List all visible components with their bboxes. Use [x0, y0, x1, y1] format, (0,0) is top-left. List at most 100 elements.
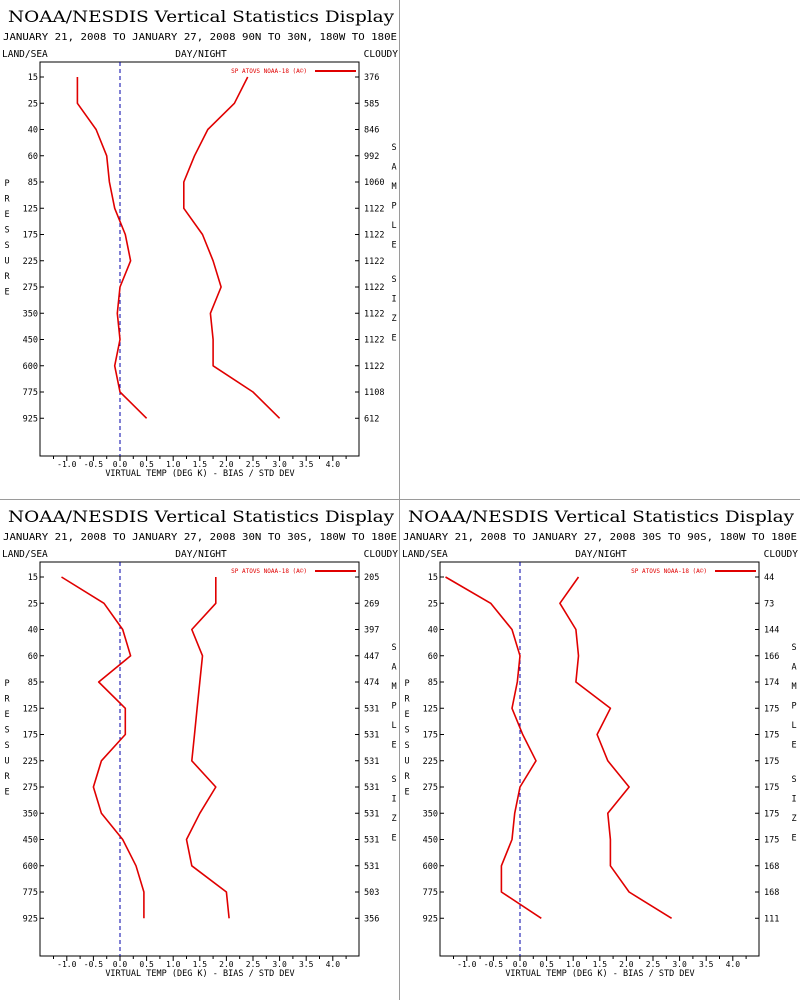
sample-axis-letter: M [391, 682, 396, 692]
legend-label: SP ATOVS NOAA-18 (A©) [631, 568, 707, 575]
sample-size-label: 356 [364, 914, 379, 924]
sample-size-label: 531 [364, 862, 379, 872]
panel-south: NOAA/NESDIS Vertical Statistics Display J… [400, 500, 800, 1000]
x-tick-label: 3.5 [299, 960, 314, 969]
pressure-axis-letter: E [4, 788, 9, 798]
cloudy-label: CLOUDY [364, 549, 399, 560]
pressure-tick-label: 175 [23, 231, 38, 241]
land-sea-label: LAND/SEA [2, 49, 48, 60]
pressure-tick-label: 40 [428, 626, 438, 636]
pressure-tick-label: 225 [23, 757, 38, 767]
pressure-tick-label: 925 [423, 914, 438, 924]
x-axis-label: VIRTUAL TEMP (DEG K) - BIAS / STD DEV [505, 969, 694, 979]
sample-axis-letter: I [791, 795, 796, 805]
sample-size-label: 175 [764, 809, 779, 819]
pressure-tick-label: 15 [28, 573, 38, 583]
sample-size-label: 175 [764, 704, 779, 714]
pressure-axis-letter: S [404, 726, 409, 736]
x-tick-label: 4.0 [326, 960, 341, 969]
sample-size-label: 175 [764, 836, 779, 846]
pressure-axis-letter: E [4, 210, 9, 220]
sample-axis-letter: E [391, 834, 396, 844]
sample-axis-letter: I [391, 795, 396, 805]
sample-size-label: 474 [364, 678, 379, 688]
sample-size-label: 175 [764, 757, 779, 767]
vertical-stats-chart: NOAA/NESDIS Vertical Statistics Display J… [2, 8, 398, 479]
x-tick-label: 0.0 [113, 460, 128, 469]
sample-size-label: 531 [364, 704, 379, 714]
sample-size-label: 397 [364, 626, 379, 636]
bias-series-line [445, 576, 542, 919]
sample-size-label: 1108 [364, 388, 384, 398]
pressure-axis-letter: U [4, 257, 9, 267]
sample-size-label: 1122 [364, 283, 384, 293]
x-tick-label: 1.0 [566, 960, 581, 969]
x-tick-label: 0.5 [539, 960, 554, 969]
pressure-axis-letter: P [404, 679, 409, 689]
sample-size-label: 531 [364, 809, 379, 819]
sample-size-label: 144 [764, 626, 779, 636]
sample-size-label: 1122 [364, 231, 384, 241]
x-tick-label: 0.5 [139, 460, 154, 469]
x-tick-label: 3.0 [672, 960, 687, 969]
x-tick-label: -0.5 [484, 960, 503, 969]
sample-size-label: 269 [364, 599, 379, 609]
sample-axis-letter: P [391, 702, 396, 712]
x-tick-label: 0.5 [139, 960, 154, 969]
pressure-axis-letter: S [4, 741, 9, 751]
pressure-tick-label: 600 [23, 862, 38, 872]
sample-axis-letter: P [391, 202, 396, 212]
sample-axis-letter: M [791, 682, 796, 692]
pressure-tick-label: 25 [28, 99, 38, 109]
x-tick-label: -0.5 [84, 960, 103, 969]
pressure-tick-label: 175 [423, 731, 438, 741]
sample-axis-letter: A [391, 163, 396, 173]
pressure-tick-label: 275 [423, 783, 438, 793]
pressure-tick-label: 775 [23, 888, 38, 898]
sample-axis-letter: S [391, 275, 396, 285]
panel-tropics: NOAA/NESDIS Vertical Statistics Display J… [0, 500, 400, 1000]
pressure-tick-label: 125 [23, 204, 38, 214]
bias-series-line [76, 77, 148, 419]
sample-axis-letter: S [391, 143, 396, 153]
sample-size-label: 612 [364, 414, 379, 424]
sample-size-label: 44 [764, 573, 774, 583]
pressure-axis-letter: P [4, 179, 9, 189]
x-tick-label: 0.0 [113, 960, 128, 969]
sample-axis-letter: Z [391, 814, 396, 824]
x-tick-label: 2.5 [646, 960, 661, 969]
pressure-axis-letter: S [4, 226, 9, 236]
sample-axis-letter: E [791, 834, 796, 844]
sample-axis-letter: A [391, 663, 396, 673]
pressure-tick-label: 15 [28, 73, 38, 83]
pressure-axis-letter: P [4, 679, 9, 689]
pressure-axis-letter: R [4, 195, 10, 205]
sample-size-label: 1122 [364, 204, 384, 214]
chart-subtitle: JANUARY 21, 2008 TO JANUARY 27, 2008 90N… [3, 32, 397, 43]
pressure-tick-label: 775 [423, 888, 438, 898]
day-night-label: DAY/NIGHT [175, 49, 227, 60]
x-tick-label: 1.0 [166, 460, 181, 469]
chart-title: NOAA/NESDIS Vertical Statistics Display [8, 8, 394, 26]
pressure-tick-label: 85 [28, 678, 38, 688]
sample-axis-letter: M [391, 182, 396, 192]
sample-axis-letter: P [791, 702, 796, 712]
chart-subtitle: JANUARY 21, 2008 TO JANUARY 27, 2008 30N… [3, 532, 397, 543]
sample-axis-letter: L [391, 221, 396, 231]
sample-size-label: 73 [764, 599, 774, 609]
pressure-tick-label: 85 [428, 678, 438, 688]
pressure-axis-letter: S [4, 726, 9, 736]
sample-size-label: 174 [764, 678, 779, 688]
pressure-tick-label: 450 [23, 336, 38, 346]
x-axis-label: VIRTUAL TEMP (DEG K) - BIAS / STD DEV [105, 969, 294, 979]
x-tick-label: 1.5 [593, 960, 608, 969]
std-dev-series-line [559, 576, 673, 919]
x-tick-label: -1.0 [57, 460, 76, 469]
sample-axis-letter: E [391, 241, 396, 251]
sample-size-label: 111 [764, 914, 779, 924]
vertical-stats-chart: NOAA/NESDIS Vertical Statistics Display J… [2, 508, 399, 979]
x-tick-label: -1.0 [457, 960, 476, 969]
sample-size-label: 376 [364, 73, 379, 83]
chart-title: NOAA/NESDIS Vertical Statistics Display [8, 508, 394, 526]
pressure-tick-label: 600 [423, 862, 438, 872]
